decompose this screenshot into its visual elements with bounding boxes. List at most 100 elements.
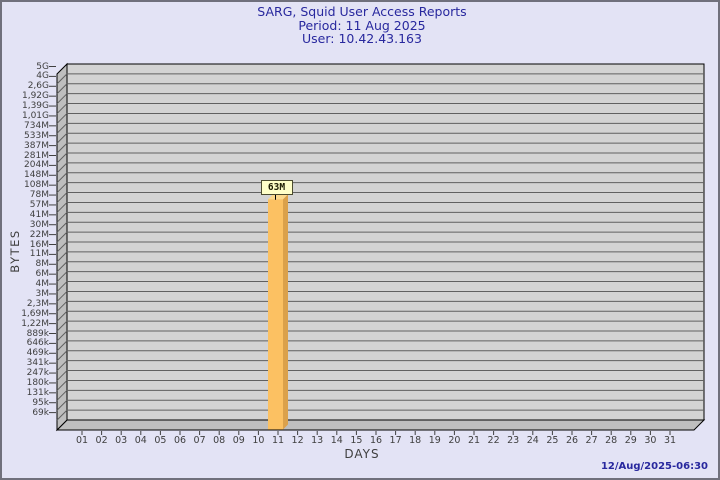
x-tick-label: 25 [546,435,559,446]
x-tick-label: 05 [154,435,167,446]
wall-gridline-slants [56,73,68,421]
y-tick-label: 469k [26,348,49,359]
wall-slant [56,251,68,263]
wall-slant [56,122,68,134]
y-tick-label: 57M [29,199,49,210]
wall-slant [56,231,68,243]
wall-slant [56,142,68,154]
bar-top-face [268,194,288,200]
y-tick-label: 1,39G [21,101,49,112]
report-period: Period: 11 Aug 2025 [298,17,426,33]
wall-slant [56,192,68,203]
x-tick-label: 22 [487,435,500,446]
wall-slant [56,271,68,283]
y-axis-ticks [49,66,56,414]
x-axis-title: DAYS [344,447,380,461]
x-tick-label: 08 [213,435,226,446]
chart-title-block: SARG, Squid User Access Reports Period: … [2,5,718,46]
y-tick-label: 8M [35,259,50,270]
wall-slant [56,261,68,273]
x-tick-label: 27 [585,435,598,446]
y-tick-label: 5G [36,61,49,72]
y-tick-label: 6M [35,269,50,280]
wall-slant [56,211,68,223]
y-tick-label: 11M [29,249,49,260]
generation-timestamp: 12/Aug/2025-06:30 [600,461,708,472]
x-tick-label: 11 [271,435,285,446]
x-tick-label: 18 [409,435,422,446]
y-tick-label: 108M [24,180,49,191]
chart-floor [55,419,706,431]
x-tick-label: 28 [605,435,618,446]
x-tick-label: 26 [565,435,579,446]
horizontal-gridlines [67,73,704,411]
x-tick-label: 29 [624,435,637,446]
wall-slant [56,360,68,372]
x-tick-label: 21 [467,435,481,446]
wall-slant [56,162,68,174]
wall-slant [56,330,68,342]
y-tick-label: 1,01G [21,110,49,121]
wall-slant [56,340,68,352]
x-tick-label: 19 [428,435,441,446]
wall-slant [56,291,68,302]
wall-slant [56,172,68,184]
y-tick-label: 646k [26,338,49,349]
y-tick-label: 95k [32,397,49,408]
x-tick-label: 16 [369,435,383,446]
wall-slant [56,320,68,332]
wall-slant [56,202,68,213]
y-tick-label: 78M [29,190,49,201]
bar-value-label: 63M [260,179,293,195]
y-tick-label: 3M [35,288,50,299]
report-user: User: 10.42.43.163 [302,31,422,46]
x-tick-label: 13 [311,435,324,446]
wall-slant [56,350,68,362]
y-tick-label: 281M [24,150,49,161]
y-tick-label: 30M [29,219,49,230]
wall-slant [56,83,68,95]
bar-day-11 [268,194,288,430]
y-tick-label: 148M [24,170,49,181]
x-tick-label: 03 [115,435,128,446]
wall-slant [56,281,68,292]
y-tick-label: 22M [29,229,49,240]
y-tick-label: 16M [29,239,49,250]
y-tick-label: 341k [26,358,49,369]
x-tick-label: 14 [330,435,343,446]
y-tick-label: 247k [26,368,49,379]
y-tick-label: 204M [24,160,49,171]
wall-slant [56,370,68,381]
y-tick-label: 131k [26,387,49,398]
wall-slant [56,132,68,144]
bar-side-face [283,194,288,430]
y-tick-label: 387M [24,140,49,151]
x-tick-label: 01 [75,435,89,446]
bar-front-face [268,199,283,430]
wall-slant [56,310,68,322]
y-tick-label: 1,69M [21,308,49,319]
x-tick-label: 06 [173,435,187,446]
y-tick-label: 533M [24,130,49,141]
y-tick-label: 1,92G [21,91,49,102]
wall-slant [56,152,68,164]
wall-slant [56,93,68,105]
wall-slant [56,399,68,411]
wall-slant [56,182,68,194]
y-tick-label: 2,6G [27,81,49,92]
x-tick-label: 20 [448,435,461,446]
x-tick-label: 12 [291,435,304,446]
y-tick-label: 889k [26,328,49,339]
y-tick-label: 4M [35,279,50,290]
wall-slant [56,409,68,421]
y-tick-label: 69k [32,407,49,418]
wall-slant [56,241,68,253]
x-tick-label: 24 [526,435,539,446]
wall-slant [56,103,68,114]
y-tick-label: 734M [24,120,49,131]
y-tick-label: 41M [29,209,49,220]
x-tick-label: 02 [95,435,108,446]
y-tick-label: 1,22M [21,318,49,329]
wall-slant [56,300,68,312]
wall-slant [56,221,68,233]
